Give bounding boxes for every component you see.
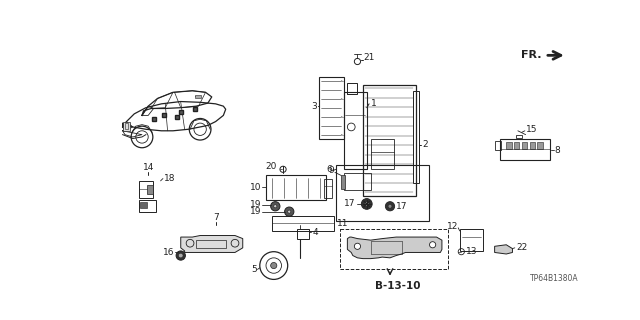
Text: 19: 19 (250, 200, 261, 209)
Text: 12: 12 (447, 222, 458, 231)
Bar (341, 175, 345, 188)
Circle shape (362, 198, 372, 209)
Text: 7: 7 (212, 212, 218, 221)
Text: 16: 16 (163, 248, 175, 257)
Circle shape (429, 242, 436, 248)
Text: 19: 19 (250, 207, 261, 216)
Bar (347, 83, 358, 94)
Circle shape (364, 202, 369, 206)
Text: 13: 13 (466, 247, 477, 256)
Text: 22: 22 (516, 243, 527, 252)
Bar (522, 142, 527, 148)
Bar (196, 240, 226, 248)
Text: TP64B1380A: TP64B1380A (529, 274, 578, 283)
Bar (124, 122, 129, 131)
Bar (272, 215, 334, 231)
Bar (500, 139, 550, 160)
Circle shape (179, 253, 183, 258)
Bar (340, 229, 448, 269)
Text: 20: 20 (266, 162, 277, 171)
Text: 15: 15 (525, 125, 537, 134)
Bar (324, 179, 332, 198)
Text: 9: 9 (328, 166, 334, 175)
Bar (529, 142, 535, 148)
Text: 17: 17 (344, 199, 356, 208)
Bar (371, 139, 394, 169)
Text: 21: 21 (364, 53, 375, 62)
Bar (537, 142, 543, 148)
Text: 4: 4 (312, 228, 318, 237)
Bar (125, 123, 128, 129)
Text: 11: 11 (337, 219, 349, 228)
Circle shape (388, 204, 392, 208)
Bar (413, 91, 419, 183)
Text: B-13-10: B-13-10 (374, 281, 420, 291)
Circle shape (285, 207, 294, 216)
Bar (266, 175, 326, 200)
Polygon shape (495, 245, 513, 254)
Bar (495, 141, 501, 150)
Bar (506, 142, 511, 148)
Bar (297, 229, 309, 239)
Circle shape (176, 251, 186, 260)
Circle shape (271, 202, 280, 211)
Bar (516, 135, 522, 139)
Polygon shape (180, 236, 243, 252)
Text: 8: 8 (554, 146, 560, 155)
Bar (363, 84, 415, 196)
Bar (336, 165, 429, 221)
Circle shape (271, 262, 277, 268)
Text: 1: 1 (371, 99, 376, 108)
Bar (195, 95, 201, 99)
Bar (344, 92, 367, 169)
Text: 5: 5 (251, 265, 257, 274)
Text: 2: 2 (422, 140, 428, 149)
Circle shape (385, 202, 395, 211)
Text: 3: 3 (311, 102, 317, 111)
Circle shape (288, 210, 291, 213)
Polygon shape (348, 237, 442, 259)
Bar (139, 181, 153, 198)
Bar (139, 200, 156, 212)
Bar (140, 202, 147, 208)
Bar (344, 173, 371, 190)
Text: 18: 18 (164, 174, 175, 183)
Bar (319, 77, 344, 139)
Circle shape (355, 243, 360, 249)
Circle shape (274, 205, 277, 208)
Text: 6: 6 (326, 165, 332, 174)
Bar (514, 142, 520, 148)
Text: FR.: FR. (522, 50, 542, 60)
Bar (147, 185, 153, 194)
Text: 10: 10 (250, 182, 261, 191)
Bar (460, 229, 483, 251)
Text: 17: 17 (396, 202, 408, 211)
Text: 14: 14 (143, 163, 154, 172)
